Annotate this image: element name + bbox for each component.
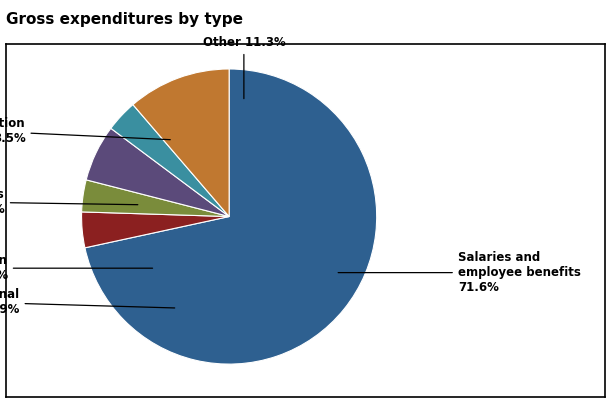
- Wedge shape: [82, 180, 229, 217]
- Text: Other 11.3%: Other 11.3%: [202, 36, 285, 99]
- Text: Accommodations
6.2%: Accommodations 6.2%: [0, 188, 138, 216]
- Text: Professional
services 3.9%: Professional services 3.9%: [0, 288, 175, 316]
- Text: Amortization
3.5%: Amortization 3.5%: [0, 117, 170, 145]
- Text: Gross expenditures by type: Gross expenditures by type: [6, 12, 243, 27]
- Wedge shape: [85, 69, 377, 364]
- Wedge shape: [111, 105, 229, 217]
- Text: Salaries and
employee benefits
71.6%: Salaries and employee benefits 71.6%: [338, 251, 580, 294]
- Text: Transportation
and postage 3.5%: Transportation and postage 3.5%: [0, 254, 153, 282]
- Wedge shape: [133, 69, 229, 217]
- Wedge shape: [86, 128, 229, 217]
- Wedge shape: [81, 212, 229, 248]
